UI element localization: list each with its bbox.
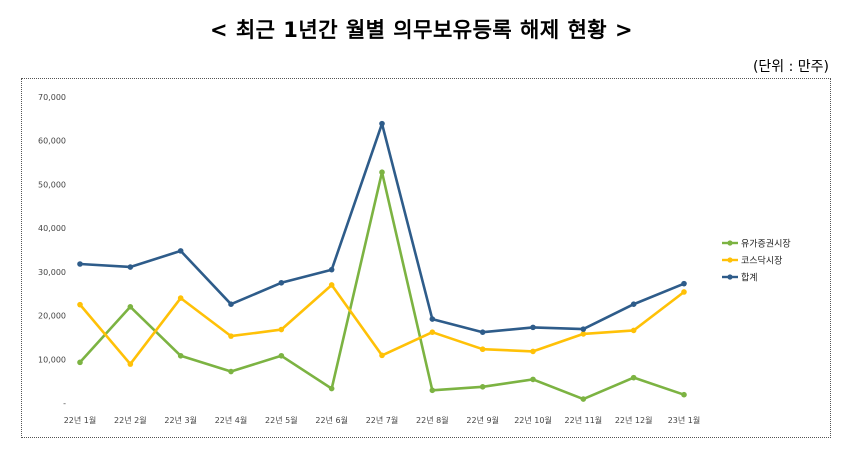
data-point [681,280,687,287]
y-tick-label: 10,000 [38,355,66,364]
y-tick-label: 20,000 [38,312,66,321]
y-tick-label: - [63,399,66,408]
data-point [379,352,385,359]
data-point [580,326,587,332]
y-tick-label: 30,000 [38,268,66,277]
data-point [328,266,335,273]
x-tick-label: 22년 8월 [416,415,449,425]
x-tick-label: 22년 11월 [565,415,603,425]
data-point [228,333,234,339]
data-point [429,387,436,394]
data-point [127,264,134,270]
data-point [580,331,587,337]
x-tick-label: 23년 1월 [668,415,701,425]
x-tick-label: 22년 10월 [514,415,552,425]
data-point [630,374,637,381]
data-point [278,326,285,333]
data-point [630,327,637,334]
y-tick-label: 50,000 [38,180,66,189]
data-point [530,348,536,355]
data-point [429,316,436,322]
data-point [379,120,385,127]
data-point [127,361,134,367]
data-point [177,295,184,301]
chart-title: < 최근 1년간 월별 의무보유등록 해제 현황 > [209,18,634,42]
data-point [530,324,536,331]
series-line [79,122,685,334]
data-point [328,282,335,288]
x-tick-label: 22년 2월 [114,415,147,425]
legend-label: 합계 [741,272,758,284]
data-point [379,169,385,175]
data-point [429,329,436,335]
data-point [479,329,486,335]
x-tick-label: 22년 5월 [265,415,298,425]
unit-label: (단위 : 만주) [752,59,829,75]
data-point [77,301,83,308]
data-point [77,359,83,366]
data-point [77,261,83,267]
data-point [681,391,687,398]
x-tick-label: 22년 7월 [366,415,399,425]
data-point [228,301,234,308]
y-tick-label: 70,000 [38,93,66,102]
legend-marker [727,257,733,263]
legend-label: 유가증권시장 [741,238,791,250]
data-point [278,279,285,286]
x-tick-label: 22년 12월 [615,415,653,425]
legend-marker [727,240,733,246]
data-point [177,352,184,359]
data-point [127,304,134,310]
data-point [530,376,536,383]
data-point [479,384,486,390]
data-point [278,352,285,359]
data-point [228,368,234,375]
data-point [580,396,587,402]
x-tick-label: 22년 6월 [315,415,348,425]
data-point [681,289,687,295]
data-point [328,385,335,392]
legend-label: 코스닥시장 [741,256,782,267]
x-tick-label: 22년 4월 [215,415,248,425]
y-tick-label: 60,000 [38,137,66,146]
x-tick-label: 22년 9월 [466,415,499,425]
legend-marker [727,274,733,280]
data-point [177,248,184,254]
data-point [630,301,637,308]
data-point [479,346,486,353]
series-line [79,170,685,401]
x-tick-label: 22년 1월 [64,415,97,425]
y-tick-label: 40,000 [38,224,66,233]
x-tick-label: 22년 3월 [164,415,197,425]
chart-frame [21,78,831,438]
